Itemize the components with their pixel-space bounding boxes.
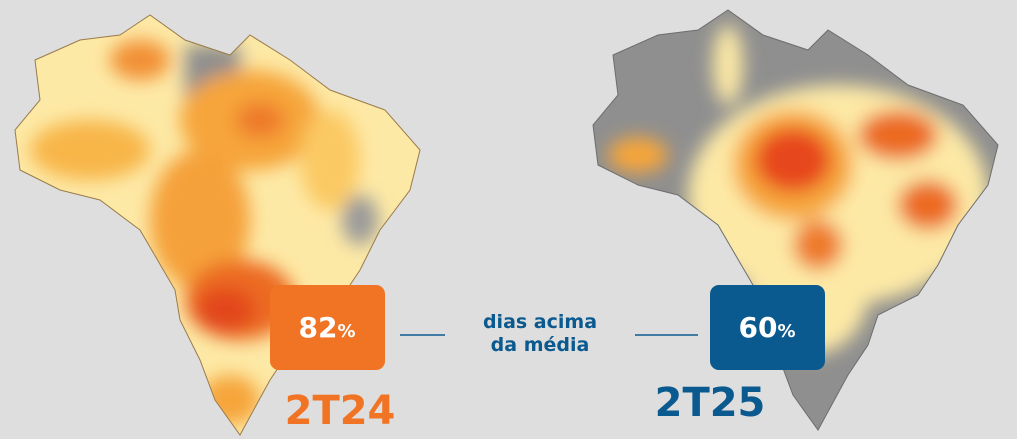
badge-2t24 (270, 285, 385, 370)
period-label: 2T24 (285, 388, 396, 434)
caption-line: dias acima (483, 311, 597, 333)
badge-text: 60% (738, 311, 795, 344)
map-2t25 (592, 9, 999, 431)
period-label: 2T25 (655, 380, 766, 426)
badge-2t25 (710, 285, 825, 370)
badge-text: 82% (298, 311, 355, 344)
unit: % (337, 321, 355, 342)
unit: % (777, 321, 795, 342)
value: 82 (298, 311, 337, 344)
caption-line: da média (491, 334, 590, 356)
map-2t24 (14, 14, 421, 436)
value: 60 (738, 311, 777, 344)
